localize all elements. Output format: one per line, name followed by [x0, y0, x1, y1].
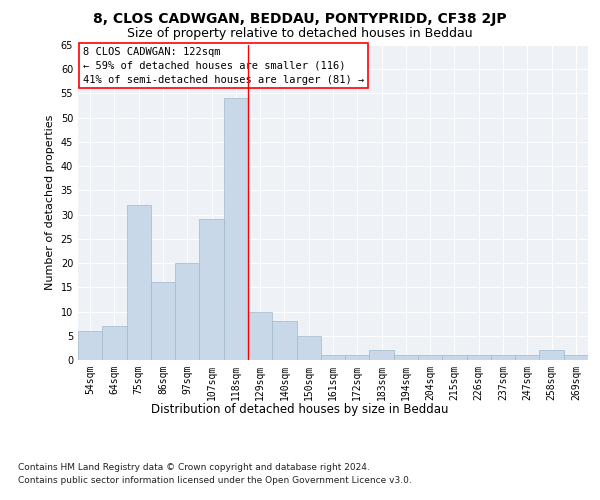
Bar	[248, 312, 272, 360]
Y-axis label: Number of detached properties: Number of detached properties	[45, 115, 55, 290]
Bar	[224, 98, 248, 360]
Bar	[539, 350, 564, 360]
Text: Size of property relative to detached houses in Beddau: Size of property relative to detached ho…	[127, 28, 473, 40]
Bar	[394, 355, 418, 360]
Bar	[199, 220, 224, 360]
Bar	[127, 205, 151, 360]
Bar	[321, 355, 345, 360]
Text: Contains public sector information licensed under the Open Government Licence v3: Contains public sector information licen…	[18, 476, 412, 485]
Bar	[515, 355, 539, 360]
Bar	[442, 355, 467, 360]
Text: Contains HM Land Registry data © Crown copyright and database right 2024.: Contains HM Land Registry data © Crown c…	[18, 462, 370, 471]
Bar	[175, 263, 199, 360]
Bar	[296, 336, 321, 360]
Text: 8, CLOS CADWGAN, BEDDAU, PONTYPRIDD, CF38 2JP: 8, CLOS CADWGAN, BEDDAU, PONTYPRIDD, CF3…	[93, 12, 507, 26]
Bar	[345, 355, 370, 360]
Bar	[102, 326, 127, 360]
Text: 8 CLOS CADWGAN: 122sqm
← 59% of detached houses are smaller (116)
41% of semi-de: 8 CLOS CADWGAN: 122sqm ← 59% of detached…	[83, 46, 364, 84]
Bar	[272, 321, 296, 360]
Bar	[467, 355, 491, 360]
Bar	[491, 355, 515, 360]
Bar	[370, 350, 394, 360]
Bar	[564, 355, 588, 360]
Bar	[151, 282, 175, 360]
Bar	[418, 355, 442, 360]
Text: Distribution of detached houses by size in Beddau: Distribution of detached houses by size …	[151, 402, 449, 415]
Bar	[78, 331, 102, 360]
